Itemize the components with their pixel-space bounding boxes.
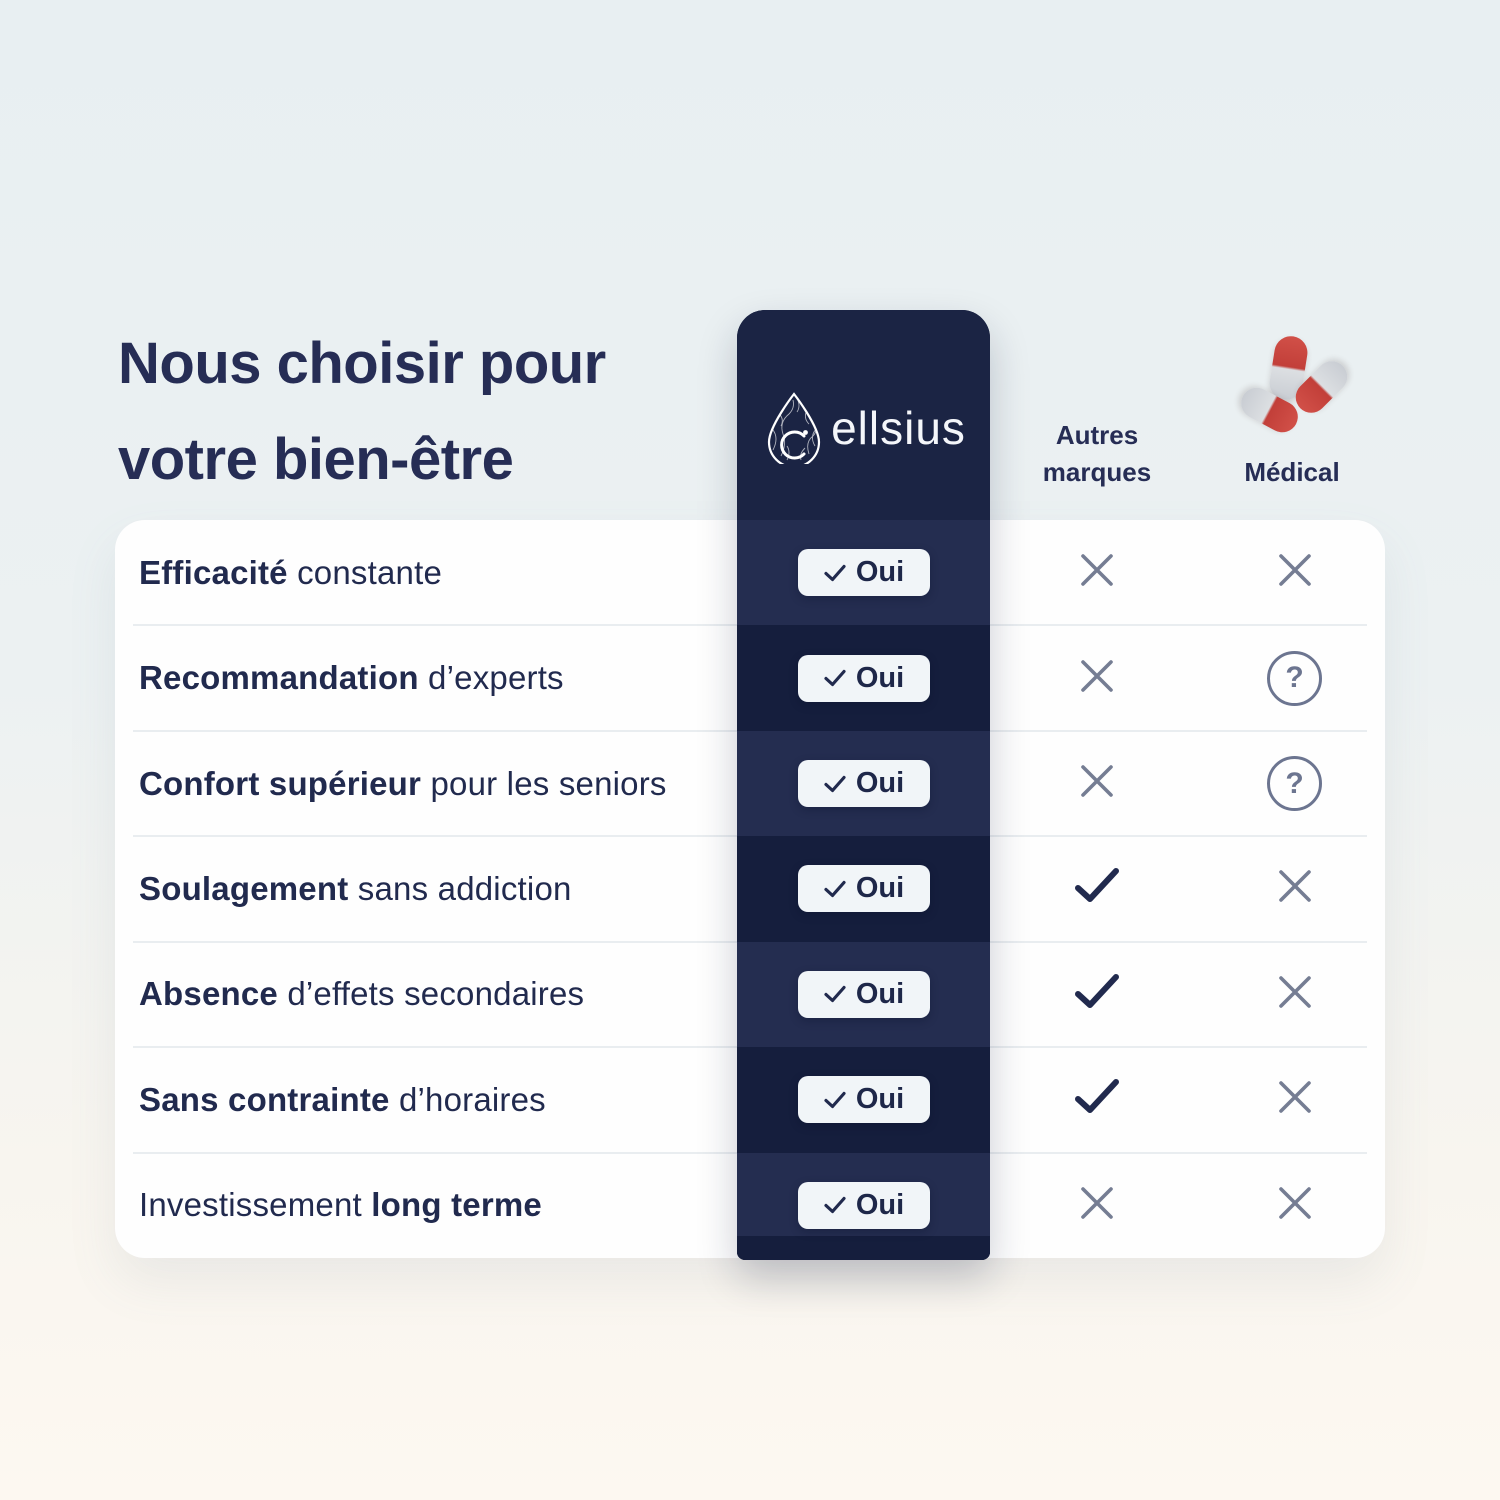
row-label-bold: Confort supérieur [139, 764, 422, 802]
row-label-bold: Soulagement [139, 869, 349, 907]
cell-medical: ? [1204, 756, 1385, 812]
cross-icon [1275, 1183, 1315, 1228]
row-label: Soulagement sans addiction [115, 870, 737, 908]
oui-badge-label: Oui [855, 661, 905, 694]
question-mark-icon: ? [1267, 756, 1322, 812]
cross-icon [1077, 550, 1117, 595]
row-label: Sans contrainte d’horaires [115, 1081, 737, 1119]
oui-badge-label: Oui [855, 556, 905, 589]
cross-icon [1275, 866, 1315, 911]
cell-autres [990, 1183, 1204, 1228]
row-label: Absence d’effets secondaires [115, 975, 737, 1013]
oui-badge: Oui [797, 970, 930, 1018]
check-icon [824, 986, 846, 1003]
oui-badge-label: Oui [855, 767, 905, 800]
row-label-bold: Absence [139, 975, 278, 1013]
row-label: Efficacité constante [115, 554, 737, 592]
check-icon [824, 564, 846, 581]
drop-neural-logo-icon [767, 392, 821, 464]
row-label: Investissement long terme [115, 1186, 737, 1224]
cross-icon [1275, 972, 1315, 1017]
row-label-bold: long terme [361, 1186, 542, 1224]
brand-column-band: Oui [737, 836, 990, 942]
row-label: Confort supérieur pour les seniors [115, 765, 737, 803]
brand-column: ellsius Oui Oui Oui Oui Oui Oui Oui [737, 310, 990, 1260]
cell-medical [1204, 972, 1385, 1017]
cross-icon [1077, 656, 1117, 701]
cross-icon [1275, 550, 1315, 595]
brand-column-bottom-cap [737, 1236, 990, 1260]
row-label-bold: Sans contrainte [139, 1080, 390, 1118]
brand-name: ellsius [831, 402, 966, 454]
row-label-regular: d’horaires [389, 1080, 546, 1118]
column-header-autres-line2: marques [1042, 457, 1152, 487]
row-label-regular: constante [287, 553, 443, 591]
check-icon [1073, 866, 1121, 911]
brand-column-band: Oui [737, 625, 990, 731]
row-label-bold: Recommandation [139, 659, 419, 697]
cell-autres [990, 1077, 1204, 1122]
row-label-regular: d’effets secondaires [277, 975, 585, 1013]
check-icon [824, 880, 846, 898]
oui-badge-label: Oui [855, 872, 905, 905]
row-label: Recommandation d’experts [115, 659, 737, 697]
cell-medical [1204, 1077, 1385, 1122]
row-label-regular: pour les seniors [421, 764, 667, 802]
page-title: Nous choisir pour votre bien-être [118, 316, 606, 508]
brand-column-band: Oui [737, 1047, 990, 1153]
oui-badge: Oui [797, 654, 930, 702]
cell-medical: ? [1204, 650, 1385, 706]
page-title-line1: Nous choisir pour [118, 331, 606, 396]
oui-badge-label: Oui [855, 1083, 905, 1116]
oui-badge-label: Oui [855, 1188, 905, 1221]
column-header-autres-line1: Autres [1055, 420, 1139, 450]
oui-badge: Oui [797, 760, 930, 808]
row-label-regular: Investissement [139, 1186, 362, 1224]
column-header-autres: Autres marques [987, 417, 1207, 491]
cross-icon [1077, 1183, 1117, 1228]
brand-logo: ellsius [761, 392, 966, 464]
oui-badge: Oui [797, 1181, 930, 1229]
cell-autres [990, 550, 1204, 595]
check-icon [824, 670, 846, 687]
check-icon [824, 1197, 846, 1214]
cell-autres [990, 761, 1204, 806]
row-label-regular: sans addiction [348, 869, 572, 907]
check-icon [1073, 1077, 1121, 1122]
oui-badge-label: Oui [855, 977, 905, 1010]
check-icon [824, 775, 846, 792]
oui-badge: Oui [797, 549, 930, 597]
check-icon [824, 1091, 846, 1108]
brand-column-header: ellsius [737, 310, 990, 520]
brand-column-band: Oui [737, 730, 990, 837]
cell-medical [1204, 550, 1385, 595]
cell-autres [990, 972, 1204, 1017]
pills-icon [1235, 333, 1354, 438]
row-label-regular: d’experts [418, 659, 564, 697]
cell-medical [1204, 1183, 1385, 1228]
cell-autres [990, 866, 1204, 911]
row-label-bold: Efficacité [139, 553, 288, 591]
check-icon [1073, 972, 1121, 1017]
brand-column-band: Oui [737, 520, 990, 626]
question-mark-icon: ? [1267, 650, 1322, 706]
page-title-line2: votre bien-être [118, 427, 514, 492]
column-header-medical: Médical [1244, 457, 1340, 487]
cross-icon [1275, 1077, 1315, 1122]
brand-column-band: Oui [737, 941, 990, 1048]
oui-badge: Oui [797, 865, 930, 913]
cell-autres [990, 656, 1204, 701]
oui-badge: Oui [797, 1076, 930, 1124]
cell-medical [1204, 866, 1385, 911]
cross-icon [1077, 761, 1117, 806]
table-row: Investissement long terme [115, 1153, 1385, 1258]
